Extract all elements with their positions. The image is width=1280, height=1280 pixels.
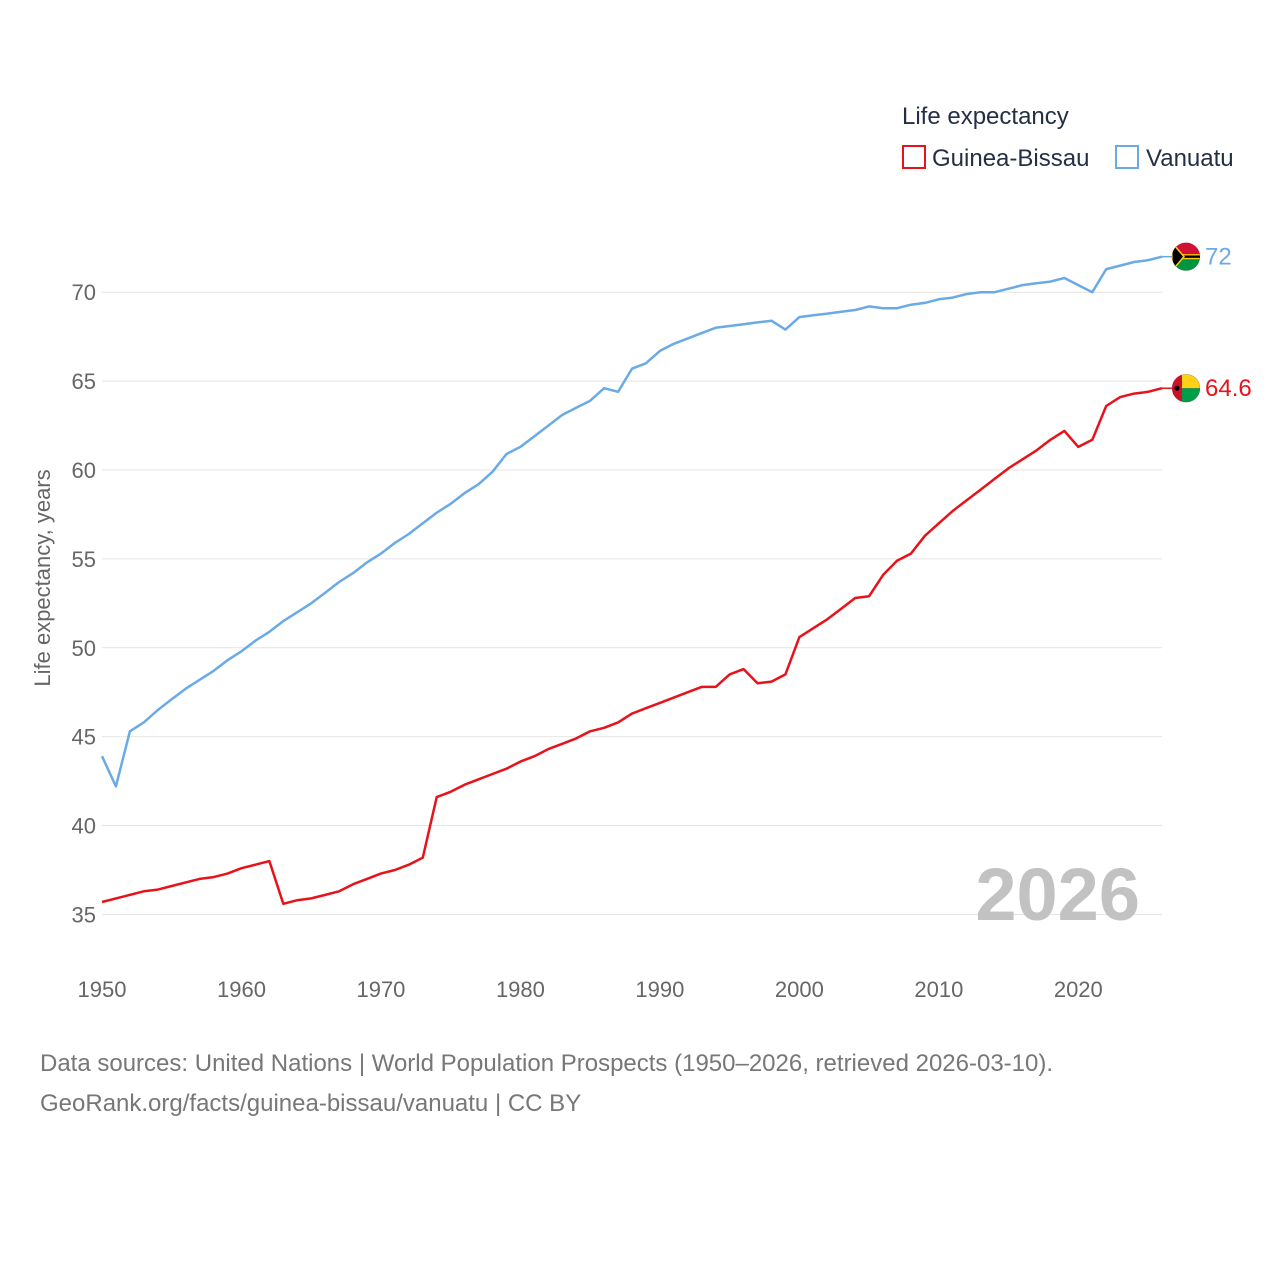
- legend-label-vanuatu[interactable]: Vanuatu: [1146, 145, 1234, 172]
- footer: Data sources: United Nations | World Pop…: [40, 1044, 1053, 1124]
- gridlines: [102, 291, 1162, 915]
- footer-link[interactable]: GeoRank.org/facts/guinea-bissau/vanuatu …: [40, 1090, 582, 1117]
- legend-label-guinea-bissau[interactable]: Guinea-Bissau: [932, 145, 1089, 172]
- x-tick-label-2020: 2020: [1054, 977, 1103, 1002]
- y-tick-label-50: 50: [72, 636, 96, 661]
- x-axis-ticks: 1950 1960 1970 1980 1990 2000 2010 2020: [78, 977, 1103, 1002]
- end-markers: 64.6 72: [1162, 242, 1252, 403]
- y-tick-label-65: 65: [72, 369, 96, 394]
- x-tick-label-1960: 1960: [217, 977, 266, 1002]
- x-tick-label-1950: 1950: [78, 977, 127, 1002]
- y-tick-label-55: 55: [72, 547, 96, 572]
- x-tick-label-1970: 1970: [356, 977, 405, 1002]
- end-label-guinea-bissau: 64.6: [1205, 375, 1252, 402]
- y-tick-label-60: 60: [72, 458, 96, 483]
- vanuatu-flag-icon: [1171, 242, 1201, 272]
- guinea-bissau-flag-icon: [1171, 373, 1201, 403]
- y-axis-ticks: 35 40 45 50 55 60 65 70: [72, 280, 96, 927]
- year-watermark: 2026: [975, 853, 1140, 936]
- y-tick-label-70: 70: [72, 280, 96, 305]
- x-tick-label-1980: 1980: [496, 977, 545, 1002]
- series-lines: [100, 255, 1163, 906]
- y-tick-label-40: 40: [72, 814, 96, 839]
- footer-sources: Data sources: United Nations | World Pop…: [40, 1050, 1054, 1077]
- legend-swatch-guinea-bissau[interactable]: [902, 145, 926, 169]
- end-label-vanuatu: 72: [1205, 244, 1232, 271]
- y-tick-label-45: 45: [72, 725, 96, 750]
- series-line-guinea-bissau[interactable]: [101, 386, 1163, 906]
- x-tick-label-2010: 2010: [914, 977, 963, 1002]
- x-tick-label-2000: 2000: [775, 977, 824, 1002]
- series-line-vanuatu[interactable]: [100, 255, 1163, 788]
- legend-title: Life expectancy: [902, 103, 1069, 130]
- legend-swatch-vanuatu[interactable]: [1115, 145, 1139, 169]
- y-axis-label: Life expectancy, years: [30, 469, 55, 686]
- x-tick-label-1990: 1990: [635, 977, 684, 1002]
- y-tick-label-35: 35: [72, 902, 96, 927]
- legend: Life expectancy Guinea-Bissau Vanuatu: [902, 103, 1234, 172]
